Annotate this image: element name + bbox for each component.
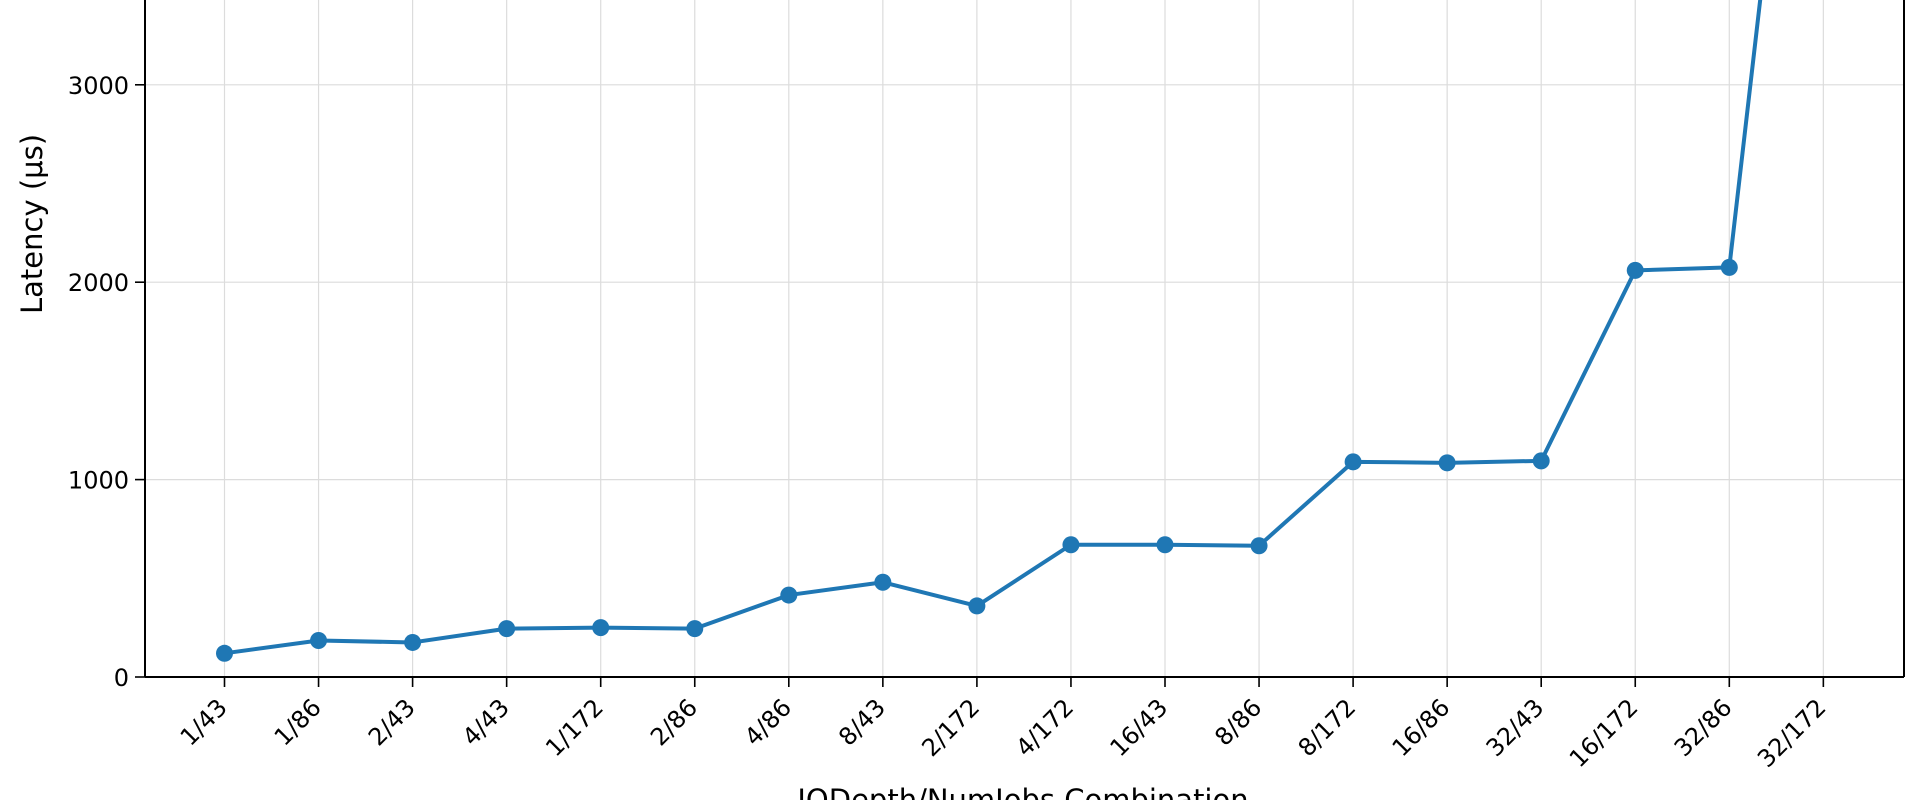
x-tick-label: 16/172 xyxy=(1564,693,1644,773)
data-point xyxy=(1344,453,1362,471)
x-tick-label: 1/86 xyxy=(269,693,327,751)
data-point xyxy=(1626,261,1644,279)
y-axis-title: Latency (μs) xyxy=(15,134,49,314)
data-point xyxy=(1532,452,1550,470)
x-tick-label: 4/172 xyxy=(1010,693,1079,762)
y-tick-label: 3000 xyxy=(68,72,129,100)
x-tick-label: 2/172 xyxy=(916,693,985,762)
x-tick-label: 1/43 xyxy=(175,693,233,751)
x-tick-label: 8/86 xyxy=(1209,693,1267,751)
data-point xyxy=(1062,536,1080,554)
data-point xyxy=(592,619,610,637)
y-tick-label: 2000 xyxy=(68,269,129,297)
x-tick-label: 8/172 xyxy=(1293,693,1362,762)
data-point xyxy=(780,586,798,604)
x-tick-label: 8/43 xyxy=(833,693,891,751)
y-tick-label: 0 xyxy=(114,664,129,692)
x-tick-label: 2/43 xyxy=(363,693,421,751)
series-line xyxy=(222,0,1763,656)
data-point xyxy=(874,573,892,591)
x-tick-label: 1/172 xyxy=(540,693,609,762)
data-point xyxy=(968,597,986,615)
x-tick-label: 16/86 xyxy=(1387,693,1456,762)
data-point xyxy=(1720,258,1738,276)
x-tick-label: 32/43 xyxy=(1481,693,1550,762)
data-point xyxy=(686,620,704,638)
x-tick-label: 16/43 xyxy=(1105,693,1174,762)
data-point xyxy=(1438,454,1456,472)
data-point xyxy=(1250,537,1268,555)
data-point xyxy=(404,633,422,651)
x-tick-label: 4/86 xyxy=(739,693,797,751)
x-tick-label: 32/172 xyxy=(1752,693,1832,773)
series-layer xyxy=(216,0,1763,662)
x-axis-title: IODepth/NumJobs Combination xyxy=(797,783,1248,800)
axis-ticks: 1/43 1/86 2/43 4/43 1/172 2/86 4/86 8/43 2/172 4/… xyxy=(68,72,1832,773)
data-point xyxy=(1156,536,1174,554)
data-point xyxy=(216,644,233,662)
x-tick-label: 2/86 xyxy=(645,693,703,751)
x-tick-label: 4/43 xyxy=(457,693,515,751)
y-tick-label: 1000 xyxy=(68,467,129,495)
data-point xyxy=(498,620,516,638)
data-point xyxy=(310,631,328,649)
x-tick-label: 32/86 xyxy=(1669,693,1738,762)
axes xyxy=(144,0,1905,678)
